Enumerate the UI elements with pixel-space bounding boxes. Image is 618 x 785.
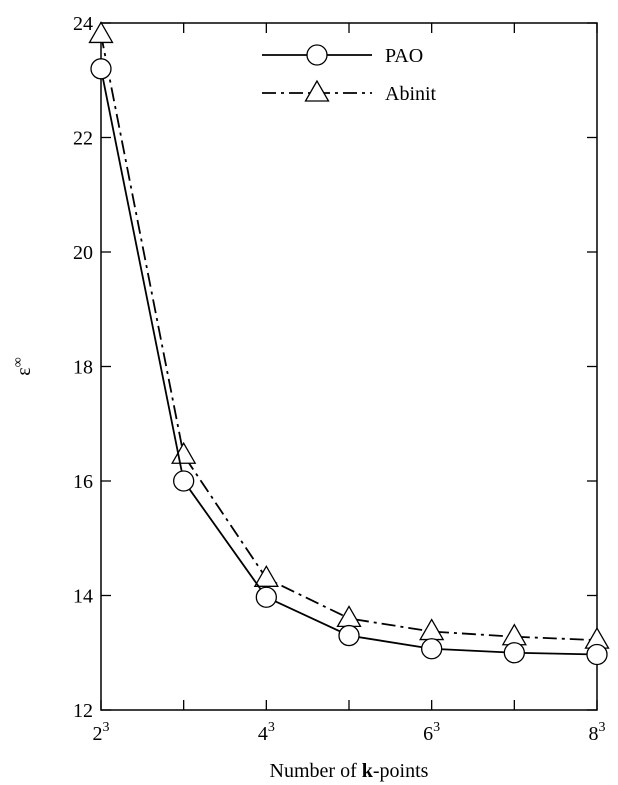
series-line-abinit [100,34,598,642]
y-axis-title-sup: ∞ [11,357,26,367]
series-abinit [88,21,610,649]
x-tick-label-base: 4 [258,723,268,745]
data-point-abinit [336,605,362,628]
data-point-pao [503,642,525,664]
y-tick-label: 20 [73,242,93,264]
data-point-abinit [88,21,114,44]
data-point-abinit [253,565,279,587]
y-tick-label: 24 [73,13,93,35]
data-point-abinit [419,618,445,641]
data-point-pao [586,643,608,666]
data-point-abinit [171,441,197,464]
legend-item-abinit: Abinit [262,79,437,105]
x-axis-title-bold: k [362,760,374,782]
y-tick-label: 14 [73,586,93,608]
legend-label-abinit: Abinit [385,83,437,105]
data-point-pao [90,58,112,80]
x-tick-label: 43 [258,720,275,745]
legend-marker-abinit [304,79,330,102]
legend-label-pao: PAO [385,45,423,67]
y-tick-label: 22 [73,128,93,150]
legend: PAO Abinit [262,44,437,105]
series-line-pao [100,68,598,656]
x-tick-label-sup: 3 [268,720,275,735]
y-tick-label: 16 [73,471,93,493]
x-tick-label: 83 [589,720,606,745]
series-layer [88,21,610,666]
x-tick-label-sup: 3 [599,720,606,735]
y-tick-label: 12 [73,700,93,722]
x-tick-label-base: 8 [589,723,599,745]
series-pao [90,58,608,666]
x-axis-title-suffix: -points [373,760,429,782]
x-tick-label: 63 [423,720,440,745]
legend-marker-pao [306,44,328,66]
x-tick-label-sup: 3 [433,720,440,735]
x-tick-label-base: 2 [93,723,103,745]
data-point-pao [421,638,443,660]
x-axis-title: Number of k-points [270,760,429,782]
x-axis-title-prefix: Number of [270,760,362,782]
data-point-pao [255,586,277,608]
data-point-pao [338,624,360,647]
x-tick-label-sup: 3 [103,720,110,735]
x-tick-label: 23 [93,720,110,745]
data-point-pao [173,470,195,492]
y-tick-label: 18 [73,357,93,379]
legend-item-pao: PAO [262,44,423,67]
data-point-abinit [501,623,527,646]
y-axis-title: ε∞ [11,357,35,375]
x-tick-label-base: 6 [423,723,433,745]
y-axis-title-base: ε [13,367,35,375]
